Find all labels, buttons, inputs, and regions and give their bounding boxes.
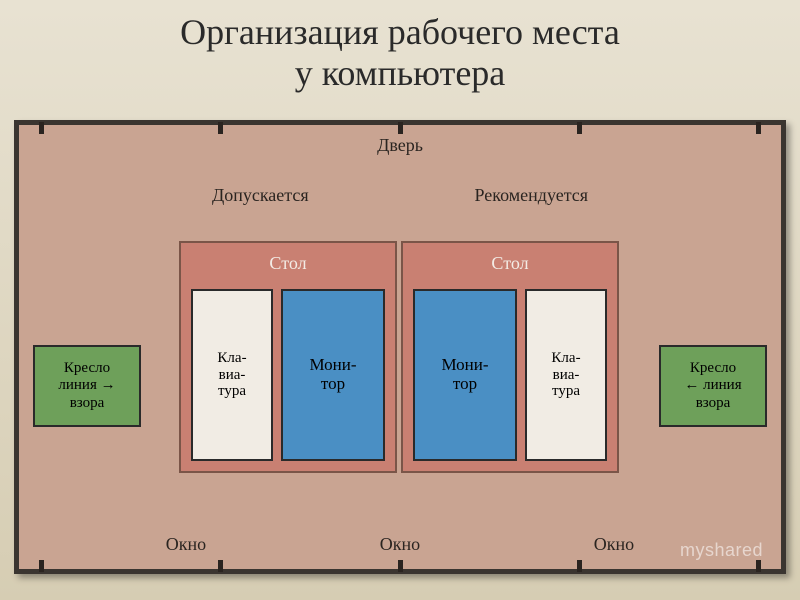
- room-diagram: Дверь Допускается Рекомендуется Кресло л…: [14, 120, 786, 574]
- desk-label-right: Стол: [403, 253, 617, 274]
- desk-allowed: Стол Кла- виа- тура Мони- тор: [179, 241, 397, 473]
- chair-left: Кресло линия → взора: [33, 345, 141, 427]
- page-title: Организация рабочего места у компьютера: [0, 0, 800, 95]
- bottom-wall-ticks: [19, 560, 781, 572]
- top-wall-ticks: [19, 122, 781, 134]
- keyboard-right: Кла- виа- тура: [525, 289, 607, 461]
- windows-row: Окно Окно Окно: [19, 534, 781, 555]
- window-label-2: Окно: [380, 534, 420, 555]
- slide: Организация рабочего места у компьютера …: [0, 0, 800, 600]
- door-label: Дверь: [19, 135, 781, 156]
- zone-label-recommended: Рекомендуется: [475, 185, 589, 206]
- title-line-2: у компьютера: [295, 53, 506, 93]
- chair-right-text: Кресло ← линия взора: [684, 360, 741, 412]
- chair-right: Кресло ← линия взора: [659, 345, 767, 427]
- zone-labels: Допускается Рекомендуется: [19, 185, 781, 206]
- window-label-3: Окно: [594, 534, 634, 555]
- desk-left-devices: Кла- виа- тура Мони- тор: [191, 289, 385, 461]
- desk-right-devices: Мони- тор Кла- виа- тура: [413, 289, 607, 461]
- window-label-1: Окно: [166, 534, 206, 555]
- keyboard-left: Кла- виа- тура: [191, 289, 273, 461]
- chair-left-text: Кресло линия → взора: [58, 360, 115, 412]
- zone-label-allowed: Допускается: [212, 185, 309, 206]
- monitor-right: Мони- тор: [413, 289, 517, 461]
- desk-recommended: Стол Мони- тор Кла- виа- тура: [401, 241, 619, 473]
- watermark: myshared: [680, 540, 763, 561]
- title-line-1: Организация рабочего места: [180, 12, 620, 52]
- monitor-left: Мони- тор: [281, 289, 385, 461]
- diagram-content: Кресло линия → взора Кресло ← линия взор…: [19, 225, 781, 519]
- desk-label-left: Стол: [181, 253, 395, 274]
